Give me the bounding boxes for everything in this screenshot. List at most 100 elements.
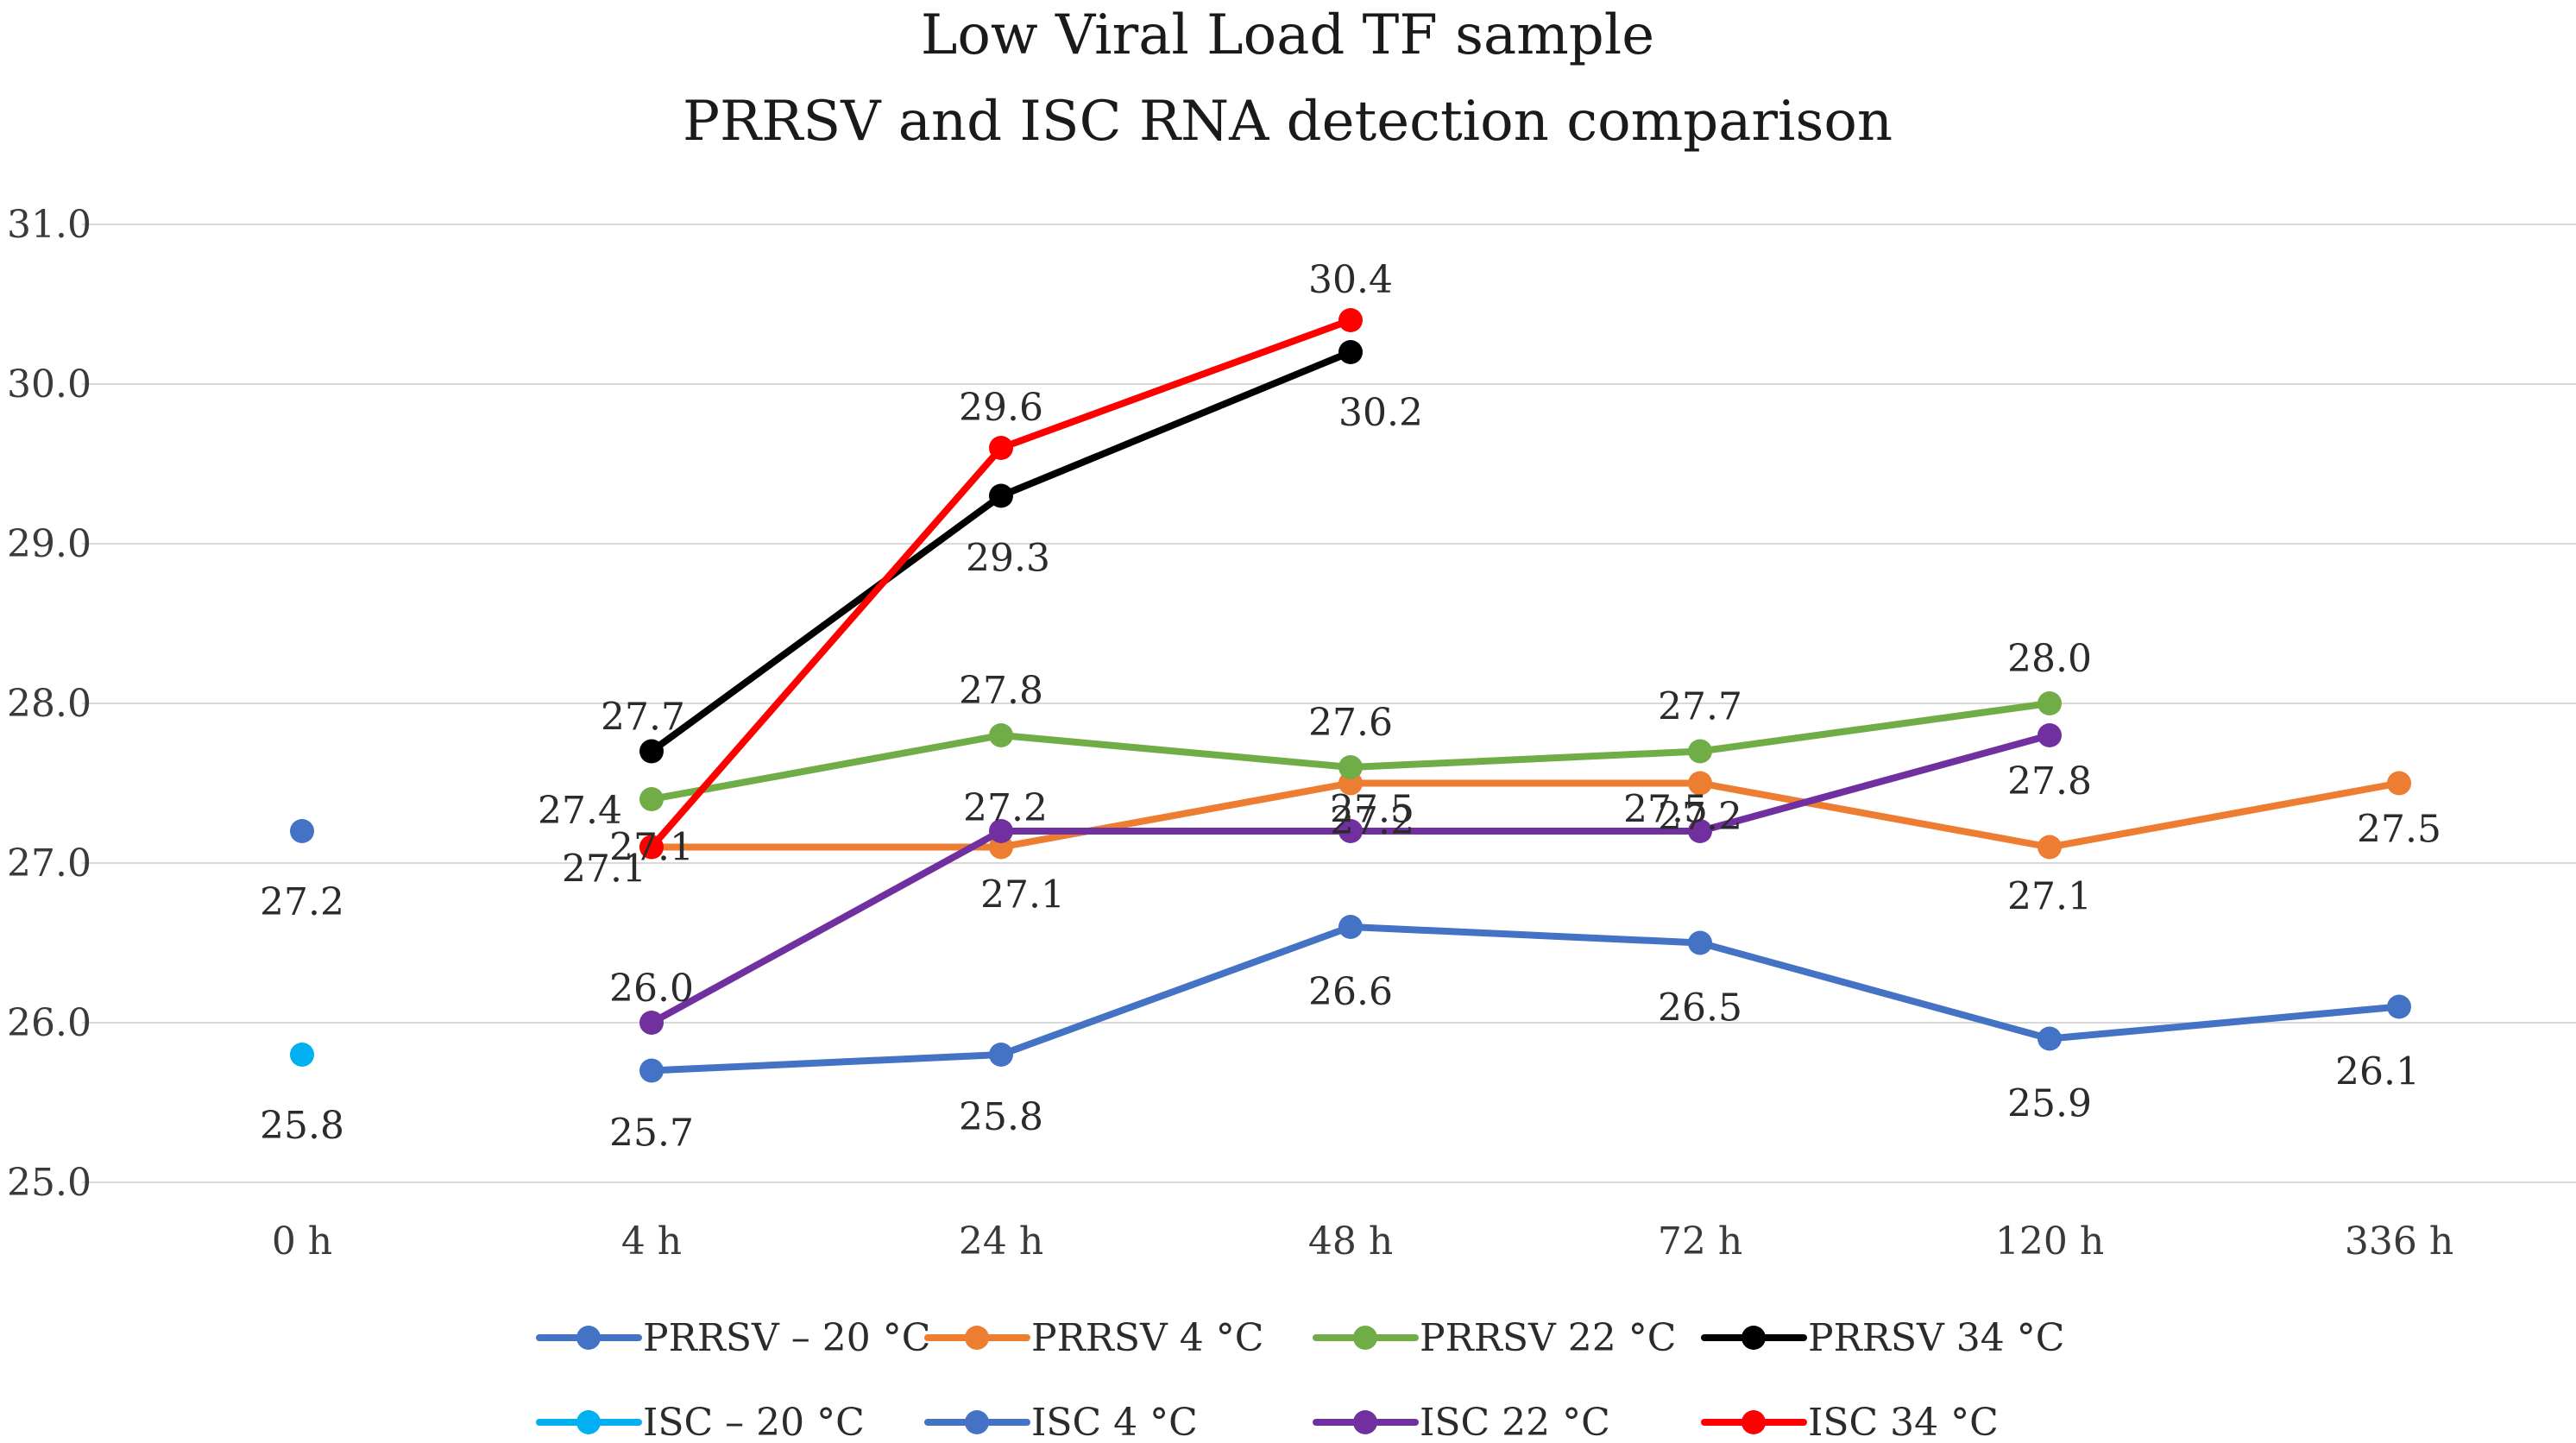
data-point (1338, 755, 1363, 779)
y-tick-label: 28.0 (7, 682, 91, 726)
data-point (1338, 819, 1363, 843)
data-point (1338, 308, 1363, 332)
legend-label: PRRSV 4 °C (1031, 1316, 1263, 1360)
x-axis-ticks: 0 h 4 h 24 h 48 h 72 h 120 h 336 h (272, 1219, 2453, 1263)
chart-title-line-1: Low Viral Load TF sample (921, 3, 1654, 67)
data-label: 25.7 (609, 1112, 694, 1156)
data-point (639, 1058, 664, 1083)
data-label: 27.1 (980, 873, 1065, 917)
data-point (290, 819, 314, 843)
legend-label: PRRSV – 20 °C (643, 1316, 930, 1360)
data-label: 27.1 (562, 848, 646, 892)
data-label: 27.5 (1330, 788, 1414, 832)
y-tick-label: 25.0 (7, 1161, 91, 1205)
data-label: 27.1 (2007, 875, 2092, 919)
series-line (648, 779, 2403, 851)
data-point (639, 787, 664, 811)
series-3 (639, 340, 1363, 764)
data-label: 27.6 (1308, 701, 1393, 745)
y-tick-label: 31.0 (7, 203, 91, 247)
data-point (639, 739, 664, 764)
data-point (1688, 739, 1712, 764)
series-4 (290, 1043, 314, 1067)
series-0 (290, 819, 314, 843)
data-label: 28.0 (2007, 637, 2092, 681)
data-point (639, 835, 664, 860)
legend-item: PRRSV 4 °C (924, 1316, 1263, 1360)
legend-item: PRRSV – 20 °C (536, 1316, 930, 1360)
series-6 (639, 723, 2062, 1035)
y-axis-ticks: 25.0 26.0 27.0 28.0 29.0 30.0 31.0 (7, 203, 91, 1205)
data-point (639, 1011, 664, 1035)
y-tick-label: 26.0 (7, 1001, 91, 1045)
data-point (989, 436, 1013, 460)
x-tick-label: 24 h (959, 1219, 1043, 1263)
data-label: 25.8 (260, 1104, 344, 1148)
data-point (1338, 340, 1363, 364)
legend-swatch-marker (965, 1326, 989, 1350)
data-label: 30.2 (1338, 391, 1423, 435)
chart-title-line-2: PRRSV and ISC RNA detection comparison (683, 90, 1893, 154)
legend-item: ISC 4 °C (924, 1401, 1198, 1443)
y-tick-label: 27.0 (7, 841, 91, 885)
data-label: 26.6 (1308, 970, 1393, 1014)
legend-label: PRRSV 34 °C (1808, 1316, 2064, 1360)
legend-label: ISC 4 °C (1031, 1401, 1198, 1443)
series-5 (639, 915, 2411, 1083)
series-line (648, 923, 2403, 1074)
data-point (2037, 723, 2062, 747)
data-point (2037, 691, 2062, 715)
data-point (2387, 771, 2411, 796)
data-label: 27.7 (1658, 685, 1742, 729)
legend-swatch-marker (576, 1410, 601, 1434)
x-tick-label: 48 h (1308, 1219, 1393, 1263)
x-tick-label: 4 h (621, 1219, 682, 1263)
legend-label: ISC 22 °C (1420, 1401, 1610, 1443)
x-tick-label: 0 h (272, 1219, 332, 1263)
data-label: 27.4 (538, 789, 622, 833)
legend-swatch-marker (1353, 1326, 1377, 1350)
data-point (290, 1043, 314, 1067)
data-label: 26.0 (609, 967, 694, 1011)
legend: PRRSV – 20 °C PRRSV 4 °C PRRSV 22 °C PRRSV … (536, 1316, 2064, 1443)
x-tick-label: 120 h (1995, 1219, 2104, 1263)
data-label: 27.5 (2357, 808, 2441, 852)
legend-item: ISC 22 °C (1313, 1401, 1610, 1443)
data-label: 25.8 (959, 1095, 1043, 1139)
data-point (1688, 819, 1712, 843)
data-point (989, 819, 1013, 843)
series-2 (639, 691, 2062, 811)
data-label: 26.1 (2335, 1050, 2420, 1094)
data-label: 27.5 (1623, 788, 1708, 832)
data-point (989, 483, 1013, 508)
data-label: 27.8 (2007, 759, 2092, 803)
legend-item: ISC – 20 °C (536, 1401, 865, 1443)
legend-swatch-marker (965, 1410, 989, 1434)
data-label: 30.4 (1308, 258, 1393, 302)
data-label: 29.3 (966, 537, 1050, 581)
data-label: 27.1 (609, 826, 694, 870)
legend-swatch-marker (1353, 1410, 1377, 1434)
data-point (2387, 994, 2411, 1019)
data-label: 27.2 (963, 786, 1048, 830)
data-point (989, 1043, 1013, 1067)
legend-item: PRRSV 22 °C (1313, 1316, 1676, 1360)
data-point (1338, 915, 1363, 939)
legend-label: ISC – 20 °C (643, 1401, 865, 1443)
data-point (2037, 1026, 2062, 1051)
legend-swatch-marker (1741, 1326, 1766, 1350)
y-tick-label: 30.0 (7, 362, 91, 406)
series-1 (639, 771, 2411, 860)
data-label: 27.2 (260, 880, 344, 924)
data-label: 26.5 (1658, 986, 1742, 1030)
data-label: 27.2 (1330, 799, 1414, 843)
data-point (1688, 930, 1712, 955)
data-point (989, 723, 1013, 747)
y-tick-label: 29.0 (7, 522, 91, 566)
data-label: 29.6 (959, 386, 1043, 430)
x-tick-label: 72 h (1658, 1219, 1742, 1263)
gridlines (82, 224, 2576, 1183)
x-tick-label: 336 h (2345, 1219, 2453, 1263)
data-label: 27.8 (959, 669, 1043, 713)
